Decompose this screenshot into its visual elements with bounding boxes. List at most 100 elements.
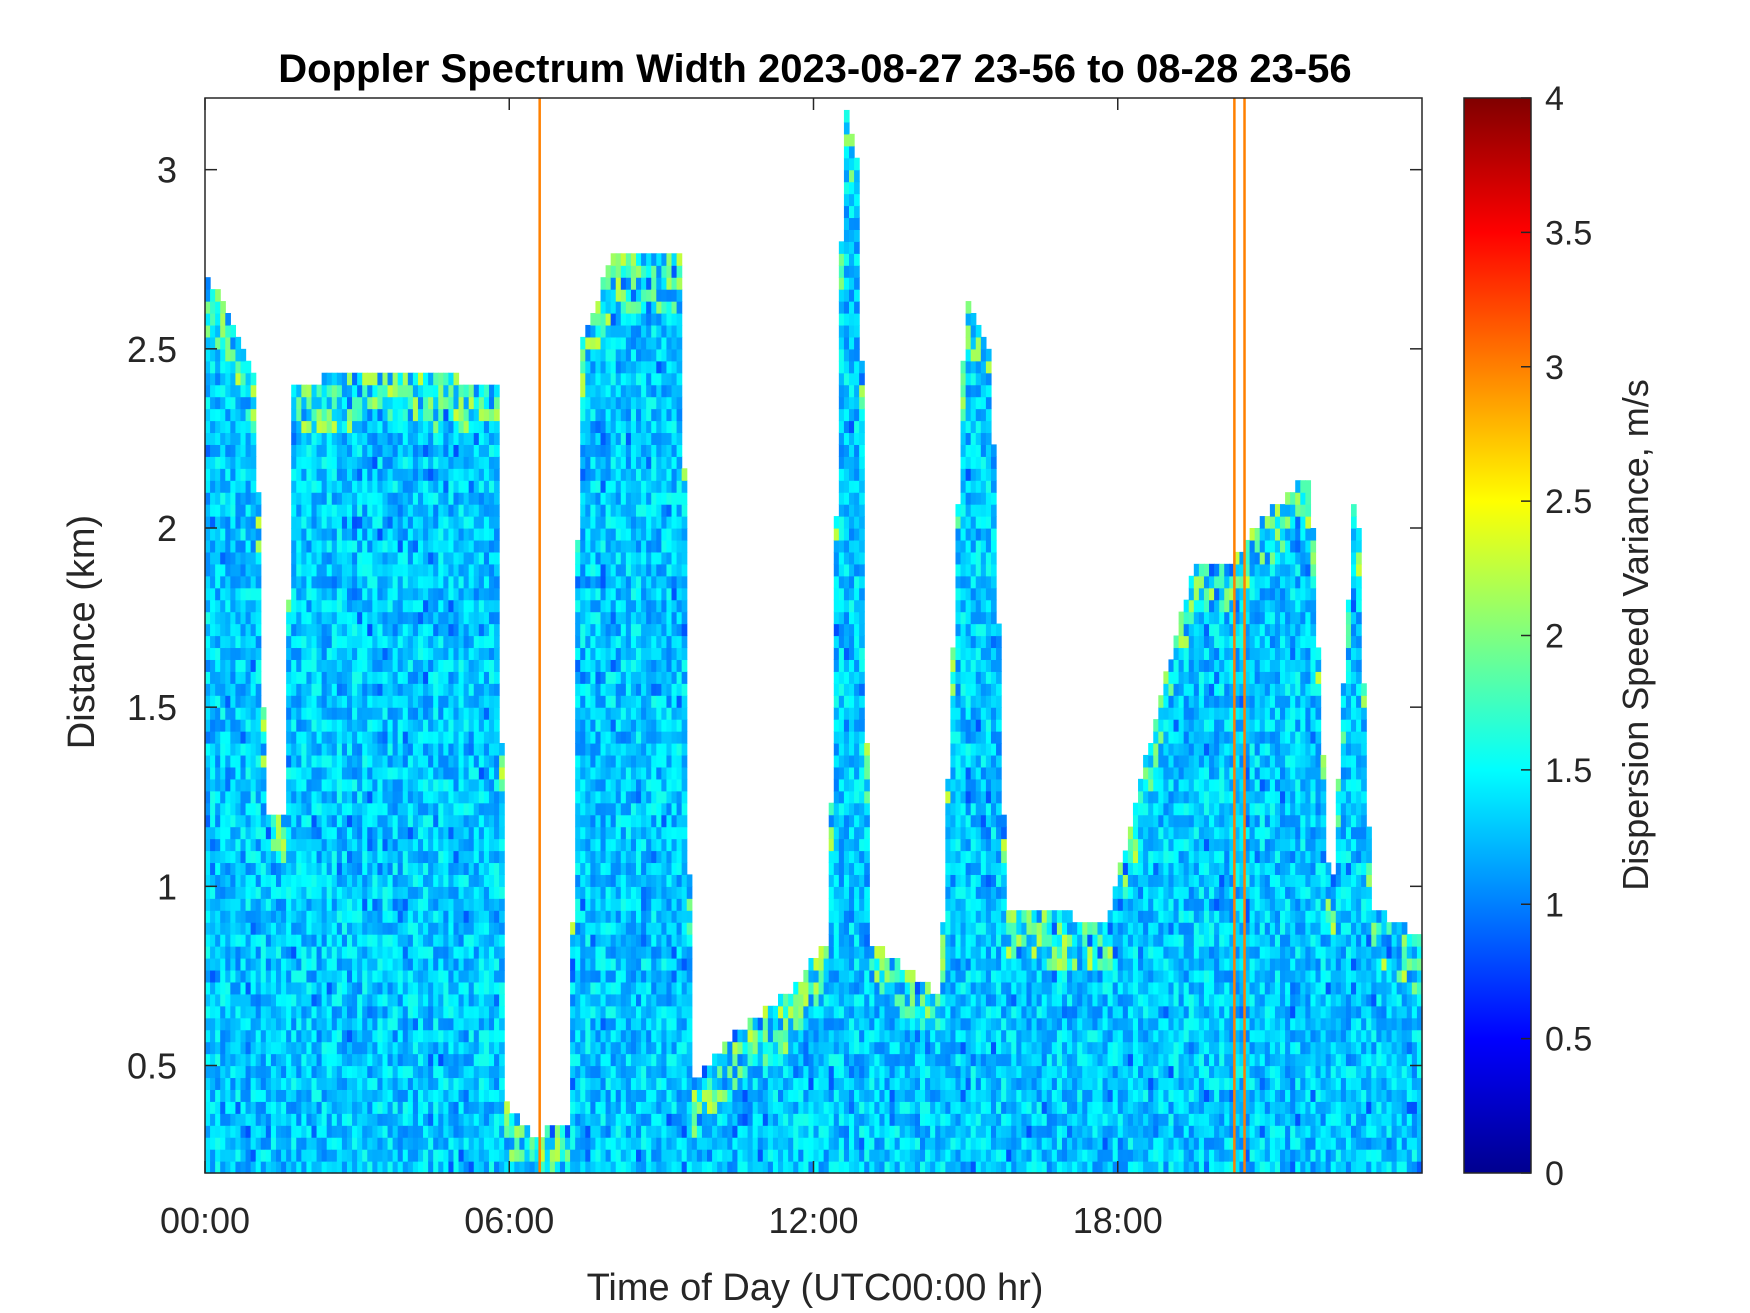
heatmap-cell xyxy=(620,1029,627,1043)
heatmap-cell xyxy=(651,802,657,816)
heatmap-cell xyxy=(301,874,308,887)
heatmap-cell xyxy=(600,1125,607,1138)
heatmap-cell xyxy=(433,659,439,672)
heatmap-cell xyxy=(357,910,363,923)
heatmap-cell xyxy=(641,468,647,481)
heatmap-cell xyxy=(483,408,490,422)
heatmap-cell xyxy=(326,1125,333,1138)
heatmap-cell xyxy=(311,743,318,756)
heatmap-cell xyxy=(433,480,439,493)
heatmap-cell xyxy=(205,778,211,792)
heatmap-cell xyxy=(620,874,627,887)
heatmap-cell xyxy=(585,551,591,565)
heatmap-cell xyxy=(463,838,470,852)
heatmap-cell xyxy=(448,671,455,684)
heatmap-cell xyxy=(362,599,368,613)
heatmap-cell xyxy=(311,766,318,780)
heatmap-cell xyxy=(372,492,379,505)
heatmap-cell xyxy=(311,420,318,434)
heatmap-cell xyxy=(362,934,368,947)
heatmap-cell xyxy=(321,1101,328,1114)
heatmap-cell xyxy=(428,1125,434,1138)
heatmap-cell xyxy=(291,635,297,649)
heatmap-cell xyxy=(443,1101,449,1114)
heatmap-cell xyxy=(458,1113,465,1126)
heatmap-cell xyxy=(377,671,384,684)
heatmap-cell xyxy=(494,456,500,469)
heatmap-cell xyxy=(407,790,414,804)
heatmap-cell xyxy=(585,862,591,875)
heatmap-cell xyxy=(311,814,318,828)
heatmap-cell xyxy=(595,360,602,374)
heatmap-cell xyxy=(641,969,647,983)
heatmap-cell xyxy=(417,480,424,493)
heatmap-cell xyxy=(478,981,485,995)
heatmap-cell xyxy=(336,946,343,959)
heatmap-cell xyxy=(544,1137,551,1150)
heatmap-cell xyxy=(341,539,348,553)
heatmap-cell xyxy=(331,1149,338,1162)
heatmap-cell xyxy=(240,659,247,672)
heatmap-cell xyxy=(590,826,597,840)
heatmap-cell xyxy=(580,575,586,589)
heatmap-cell xyxy=(590,444,597,457)
heatmap-cell xyxy=(529,1161,536,1174)
heatmap-cell xyxy=(488,420,495,434)
heatmap-cell xyxy=(590,408,597,422)
heatmap-cell xyxy=(630,468,637,481)
heatmap-cell xyxy=(235,659,242,672)
heatmap-cell xyxy=(428,814,434,828)
heatmap-cell xyxy=(585,719,591,732)
heatmap-cell xyxy=(210,384,216,398)
heatmap-cell xyxy=(301,1065,308,1079)
heatmap-cell xyxy=(220,372,226,386)
heatmap-cell xyxy=(336,981,343,995)
heatmap-cell xyxy=(392,384,399,398)
heatmap-cell xyxy=(377,719,384,732)
heatmap-cell xyxy=(600,814,607,828)
heatmap-cell xyxy=(255,850,262,864)
heatmap-cell xyxy=(377,886,384,899)
heatmap-cell xyxy=(210,504,216,517)
heatmap-cell xyxy=(458,934,465,947)
heatmap-cell xyxy=(651,1137,657,1150)
heatmap-cell xyxy=(235,563,242,577)
heatmap-cell xyxy=(210,575,216,589)
heatmap-cell xyxy=(630,754,637,768)
heatmap-cell xyxy=(417,695,424,708)
heatmap-cell xyxy=(438,528,444,541)
heatmap-cell xyxy=(483,754,490,768)
heatmap-cell xyxy=(321,563,328,577)
heatmap-cell xyxy=(250,1053,257,1067)
heatmap-cell xyxy=(225,862,231,875)
heatmap-cell xyxy=(478,886,485,899)
heatmap-cell xyxy=(494,993,500,1007)
heatmap-cell xyxy=(443,635,449,649)
heatmap-cell xyxy=(402,599,409,613)
heatmap-cell xyxy=(392,599,399,613)
heatmap-cell xyxy=(499,838,505,852)
heatmap-cell xyxy=(636,838,642,852)
heatmap-cell xyxy=(306,743,313,756)
heatmap-cell xyxy=(326,838,333,852)
heatmap-cell xyxy=(250,575,257,589)
heatmap-cell xyxy=(646,1077,652,1090)
heatmap-cell xyxy=(636,778,642,792)
heatmap-cell xyxy=(205,814,211,828)
heatmap-cell xyxy=(651,611,657,625)
heatmap-cell xyxy=(590,492,597,505)
heatmap-cell xyxy=(331,838,338,852)
heatmap-cell xyxy=(428,934,434,947)
heatmap-cell xyxy=(316,683,323,696)
heatmap-cell xyxy=(377,1161,384,1174)
heatmap-cell xyxy=(636,563,642,577)
heatmap-cell xyxy=(402,372,409,386)
heatmap-cell xyxy=(250,695,257,708)
heatmap-cell xyxy=(620,324,627,338)
heatmap-cell xyxy=(397,1161,404,1174)
heatmap-cell xyxy=(402,611,409,625)
heatmap-cell xyxy=(625,420,632,434)
heatmap-cell xyxy=(362,743,368,756)
heatmap-cell xyxy=(473,1161,480,1174)
heatmap-cell xyxy=(575,1113,581,1126)
